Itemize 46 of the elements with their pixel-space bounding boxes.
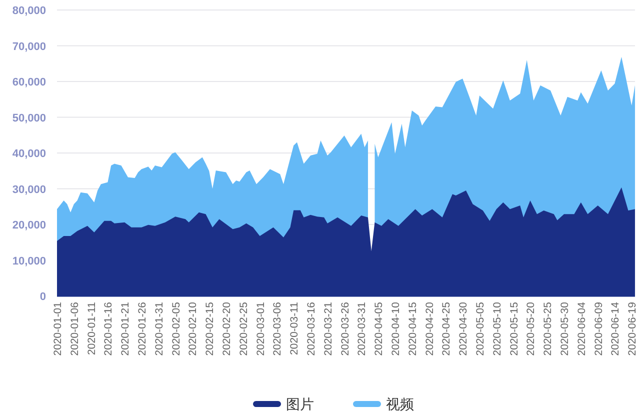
x-tick-label: 2020-02-05 <box>170 302 182 356</box>
x-tick-label: 2020-05-15 <box>508 302 520 356</box>
x-tick-label: 2020-06-14 <box>610 302 622 356</box>
x-tick-label: 2020-06-19 <box>626 302 636 356</box>
y-tick-label: 80,000 <box>12 5 46 17</box>
x-tick-label: 2020-01-31 <box>153 302 166 356</box>
y-tick-label: 60,000 <box>12 76 46 88</box>
x-tick-label: 2020-04-30 <box>458 302 470 356</box>
x-tick-label: 2020-04-15 <box>406 302 419 356</box>
x-tick-label: 2020-05-30 <box>559 302 572 356</box>
x-tick-label: 2020-02-15 <box>204 302 216 356</box>
x-tick-label: 2020-06-04 <box>576 302 588 356</box>
x-tick-label: 2020-03-06 <box>272 302 284 356</box>
x-tick-label: 2020-03-26 <box>339 302 352 356</box>
x-tick-label: 2020-04-20 <box>424 302 436 356</box>
x-tick-label: 2020-05-20 <box>525 302 538 356</box>
x-tick-label: 2020-03-21 <box>322 302 334 356</box>
x-tick-label: 2020-02-10 <box>187 302 200 356</box>
x-tick-label: 2020-05-05 <box>474 302 487 356</box>
legend-label: 图片 <box>286 396 314 412</box>
x-tick-label: 2020-02-25 <box>238 302 250 356</box>
x-tick-label: 2020-01-16 <box>102 302 115 356</box>
y-tick-label: 30,000 <box>12 184 46 196</box>
y-tick-label: 70,000 <box>12 40 46 53</box>
x-tick-label: 2020-01-26 <box>136 302 149 356</box>
y-tick-label: 10,000 <box>12 255 46 268</box>
y-tick-label: 40,000 <box>12 148 46 160</box>
x-tick-label: 2020-05-25 <box>542 302 554 356</box>
x-tick-label: 2020-01-11 <box>86 302 98 355</box>
x-tick-label: 2020-01-06 <box>68 302 81 356</box>
x-tick-label: 2020-03-16 <box>306 302 318 356</box>
x-tick-label: 2020-03-31 <box>356 302 368 356</box>
x-tick-label: 2020-04-25 <box>440 302 453 356</box>
x-tick-label: 2020-05-10 <box>491 302 504 356</box>
x-tick-label: 2020-04-10 <box>390 302 402 356</box>
x-tick-label: 2020-04-05 <box>373 302 386 356</box>
x-tick-label: 2020-03-01 <box>254 302 267 356</box>
x-tick-label: 2020-03-11 <box>288 302 301 355</box>
x-tick-label: 2020-02-20 <box>221 302 234 356</box>
x-tick-label: 2020-01-21 <box>120 302 132 356</box>
y-tick-label: 50,000 <box>12 112 46 124</box>
y-tick-label: 0 <box>40 291 46 303</box>
y-tick-label: 20,000 <box>12 220 46 232</box>
x-tick-label: 2020-06-09 <box>592 302 605 356</box>
legend-label: 视频 <box>386 396 414 412</box>
x-tick-label: 2020-01-01 <box>52 302 64 356</box>
